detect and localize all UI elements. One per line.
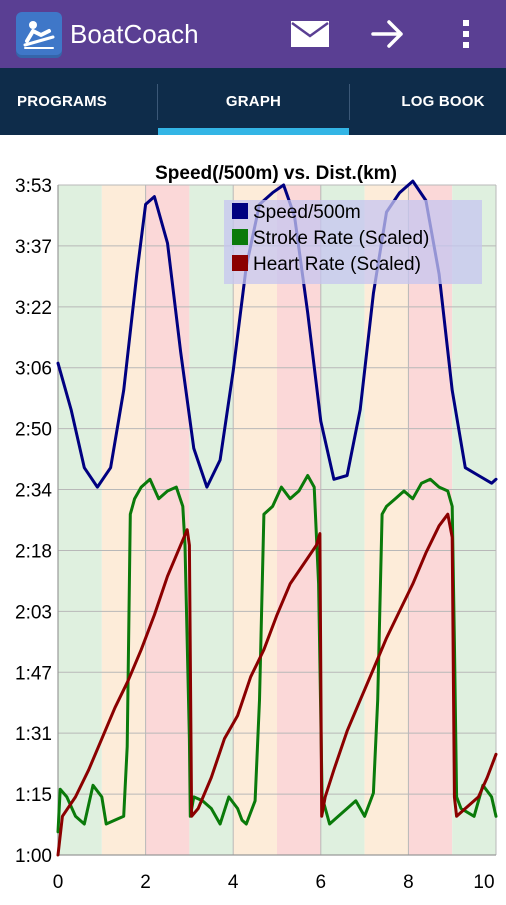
y-tick-label: 2:18 (15, 541, 52, 562)
legend-box (224, 200, 482, 284)
x-tick-label: 4 (228, 872, 239, 893)
speed-distance-chart: 3:53 3:37 3:22 3:06 2:50 2:34 2:18 2:03 1:47 1:31… (15, 163, 498, 893)
overflow-menu-button[interactable] (448, 12, 484, 56)
chart-title: Speed(/500m) vs. Dist.(km) (155, 163, 397, 184)
selected-tab-indicator (158, 128, 349, 135)
app-title: BoatCoach (70, 19, 199, 49)
arrow-right-icon (371, 20, 403, 48)
legend-swatch (232, 255, 248, 271)
zone-band-red (408, 185, 453, 855)
zone-band-orange (364, 185, 409, 855)
legend-swatch (232, 229, 248, 245)
tab-log-book[interactable]: LOG BOOK (401, 93, 485, 110)
rowing-app-icon[interactable] (16, 12, 62, 58)
y-tick-label: 1:47 (15, 663, 52, 684)
x-tick-label: 10 (473, 872, 494, 893)
action-bar: BoatCoach (0, 0, 506, 68)
x-tick-label: 6 (316, 872, 327, 893)
graph-panel[interactable]: 3:53 3:37 3:22 3:06 2:50 2:34 2:18 2:03 1:47 1:31… (0, 135, 506, 900)
legend-label: Heart Rate (Scaled) (253, 254, 421, 275)
x-tick-label: 0 (53, 872, 64, 893)
legend-label: Stroke Rate (Scaled) (253, 228, 429, 249)
mail-icon (291, 21, 329, 47)
tab-bar: PROGRAMS GRAPH LOG BOOK (0, 68, 506, 135)
zone-band-green (452, 185, 496, 855)
zone-band-orange (233, 185, 277, 855)
x-tick-label: 8 (403, 872, 414, 893)
y-tick-label: 3:22 (15, 298, 52, 319)
zone-band-green (320, 185, 365, 855)
y-tick-label: 1:31 (15, 724, 52, 745)
x-tick-label: 2 (140, 872, 151, 893)
y-tick-label: 3:06 (15, 359, 52, 380)
forward-button[interactable] (364, 12, 412, 56)
y-tick-label: 2:34 (15, 481, 52, 502)
tab-graph[interactable]: GRAPH (225, 93, 282, 110)
zone-band-orange (101, 185, 146, 855)
series-line-stroke-rate-scaled (56, 474, 498, 834)
zone-band-red (277, 185, 321, 855)
legend-label: Speed/500m (253, 202, 361, 223)
mail-button[interactable] (286, 12, 334, 56)
y-tick-label: 2:03 (15, 602, 52, 623)
chart-legend: Speed/500m Stroke Rate (Scaled) Heart Rate… (224, 200, 482, 284)
legend-swatch (232, 203, 248, 219)
tab-divider (157, 84, 158, 120)
zone-band-green (189, 185, 234, 855)
tab-programs[interactable]: PROGRAMS (17, 93, 107, 110)
zone-band-green (58, 185, 102, 855)
y-tick-label: 3:37 (15, 237, 52, 258)
tab-divider (349, 84, 350, 120)
y-tick-label: 3:53 (15, 176, 52, 197)
series-line-heart-rate-scaled (56, 512, 498, 857)
overflow-menu-icon (463, 20, 469, 48)
y-tick-label: 1:00 (15, 846, 52, 867)
y-tick-label: 1:15 (15, 785, 52, 806)
y-tick-label: 2:50 (15, 420, 52, 441)
